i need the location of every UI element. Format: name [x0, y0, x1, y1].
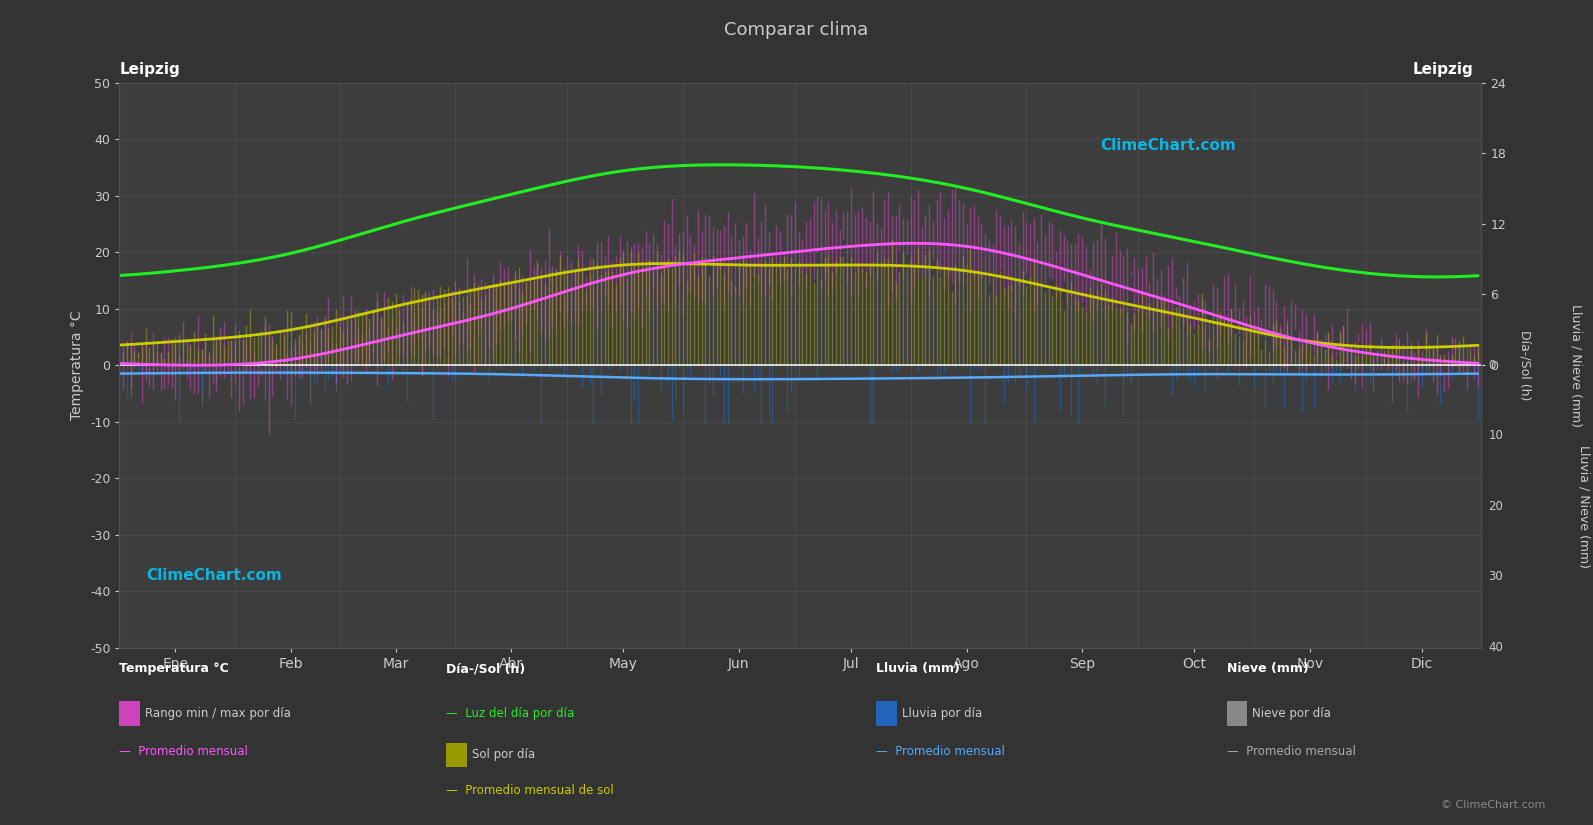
- Text: ClimeChart.com: ClimeChart.com: [1101, 139, 1236, 153]
- Text: Leipzig: Leipzig: [1413, 62, 1474, 78]
- Text: —  Promedio mensual: — Promedio mensual: [1227, 745, 1356, 758]
- Text: Sol por día: Sol por día: [472, 748, 535, 761]
- Text: 20: 20: [1488, 500, 1504, 513]
- Text: © ClimeChart.com: © ClimeChart.com: [1440, 800, 1545, 810]
- Y-axis label: Temperatura °C: Temperatura °C: [70, 310, 84, 420]
- Text: —  Luz del día por día: — Luz del día por día: [446, 707, 575, 720]
- Text: Lluvia (mm): Lluvia (mm): [876, 662, 961, 676]
- Text: Leipzig: Leipzig: [119, 62, 180, 78]
- Text: 10: 10: [1488, 429, 1504, 442]
- Text: 0: 0: [1488, 359, 1496, 371]
- Text: Temperatura °C: Temperatura °C: [119, 662, 229, 676]
- Text: Lluvia por día: Lluvia por día: [902, 707, 981, 720]
- Text: Día-/Sol (h): Día-/Sol (h): [446, 662, 526, 676]
- Text: Comparar clima: Comparar clima: [725, 21, 868, 39]
- Text: —  Promedio mensual de sol: — Promedio mensual de sol: [446, 785, 613, 798]
- Text: Lluvia / Nieve (mm): Lluvia / Nieve (mm): [1577, 445, 1590, 568]
- Text: Nieve (mm): Nieve (mm): [1227, 662, 1308, 676]
- Text: —  Promedio mensual: — Promedio mensual: [119, 745, 249, 758]
- Y-axis label: Lluvia / Nieve (mm): Lluvia / Nieve (mm): [1569, 304, 1583, 427]
- Text: Nieve por día: Nieve por día: [1252, 707, 1332, 720]
- Text: —  Promedio mensual: — Promedio mensual: [876, 745, 1005, 758]
- Text: 30: 30: [1488, 570, 1504, 583]
- Text: 40: 40: [1488, 641, 1504, 654]
- Text: Rango min / max por día: Rango min / max por día: [145, 707, 292, 720]
- Y-axis label: Día-/Sol (h): Día-/Sol (h): [1518, 330, 1531, 400]
- Text: ClimeChart.com: ClimeChart.com: [147, 568, 282, 582]
